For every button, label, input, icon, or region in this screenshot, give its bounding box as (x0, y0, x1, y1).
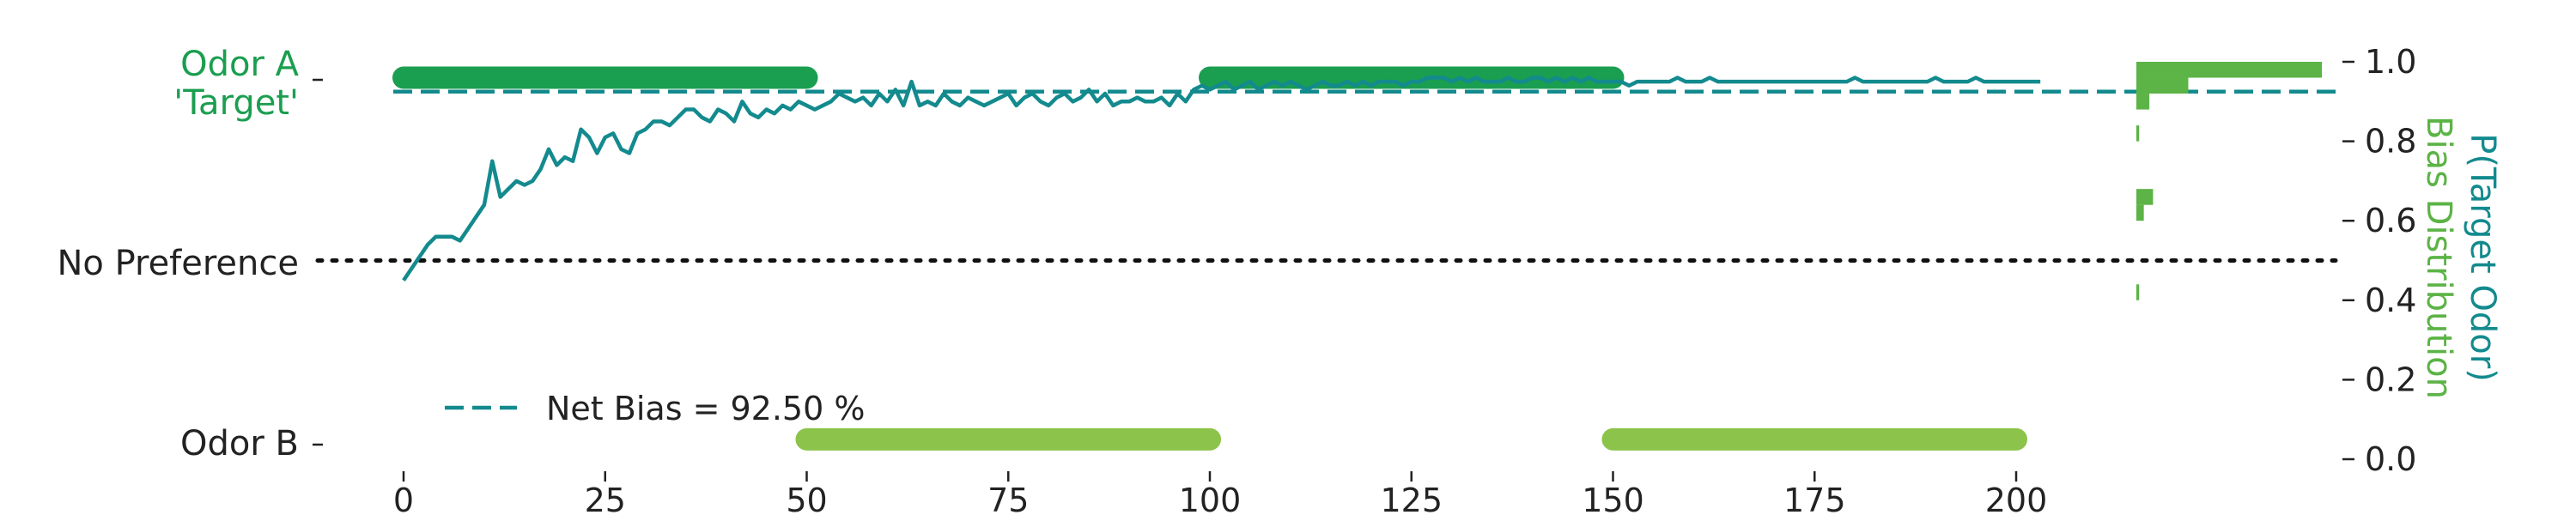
histogram-bar (2136, 125, 2140, 142)
histogram-bar (2136, 62, 2322, 78)
y-tick-label: 0.2 (2365, 360, 2416, 398)
x-tick-label: 0 (393, 482, 414, 515)
y-axis-ticks: 0.0 0.2 0.4 0.6 0.8 1.0 (2342, 43, 2416, 478)
y-tick-label: 0.4 (2365, 282, 2416, 319)
histogram-bar (2136, 284, 2140, 300)
x-tick-label: 125 (1380, 482, 1443, 515)
bias-distribution-histogram (2136, 62, 2322, 300)
reference-lines (315, 89, 2338, 263)
histogram-bar (2136, 77, 2189, 94)
x-tick-label: 75 (987, 482, 1029, 515)
y-tick-label: 0.8 (2365, 123, 2416, 161)
y-tick-label: 0.6 (2365, 202, 2416, 239)
odor-blocks (392, 66, 2027, 451)
odor-a-label-line1: Odor A (180, 45, 300, 84)
histogram-bar (2136, 189, 2154, 205)
histogram-bar (2136, 204, 2144, 221)
legend-label: Net Bias = 92.50 % (546, 390, 865, 427)
legend: Net Bias = 92.50 % (445, 390, 865, 427)
x-tick-label: 50 (786, 482, 827, 515)
right-ylabel-p-target: P(Target Odor) (2463, 133, 2502, 382)
p-target-odor-line (402, 76, 2041, 282)
y-tick-label: 0.0 (2365, 440, 2416, 478)
odor-b-label: Odor B (180, 424, 299, 464)
y-tick-label: 1.0 (2365, 43, 2416, 81)
right-ylabel-bias-distribution: Bias Distribution (2419, 116, 2458, 399)
odor-a-label-line2: 'Target' (173, 83, 299, 123)
x-tick-label: 100 (1179, 482, 1242, 515)
x-axis-ticks: 0 25 50 75 100 125 150 175 200 (393, 471, 2047, 515)
x-tick-label: 200 (1985, 482, 2048, 515)
x-tick-label: 150 (1582, 482, 1644, 515)
histogram-bar (2136, 94, 2150, 110)
no-preference-label: No Preference (57, 244, 299, 283)
x-tick-label: 175 (1783, 482, 1846, 515)
x-tick-label: 25 (585, 482, 626, 515)
